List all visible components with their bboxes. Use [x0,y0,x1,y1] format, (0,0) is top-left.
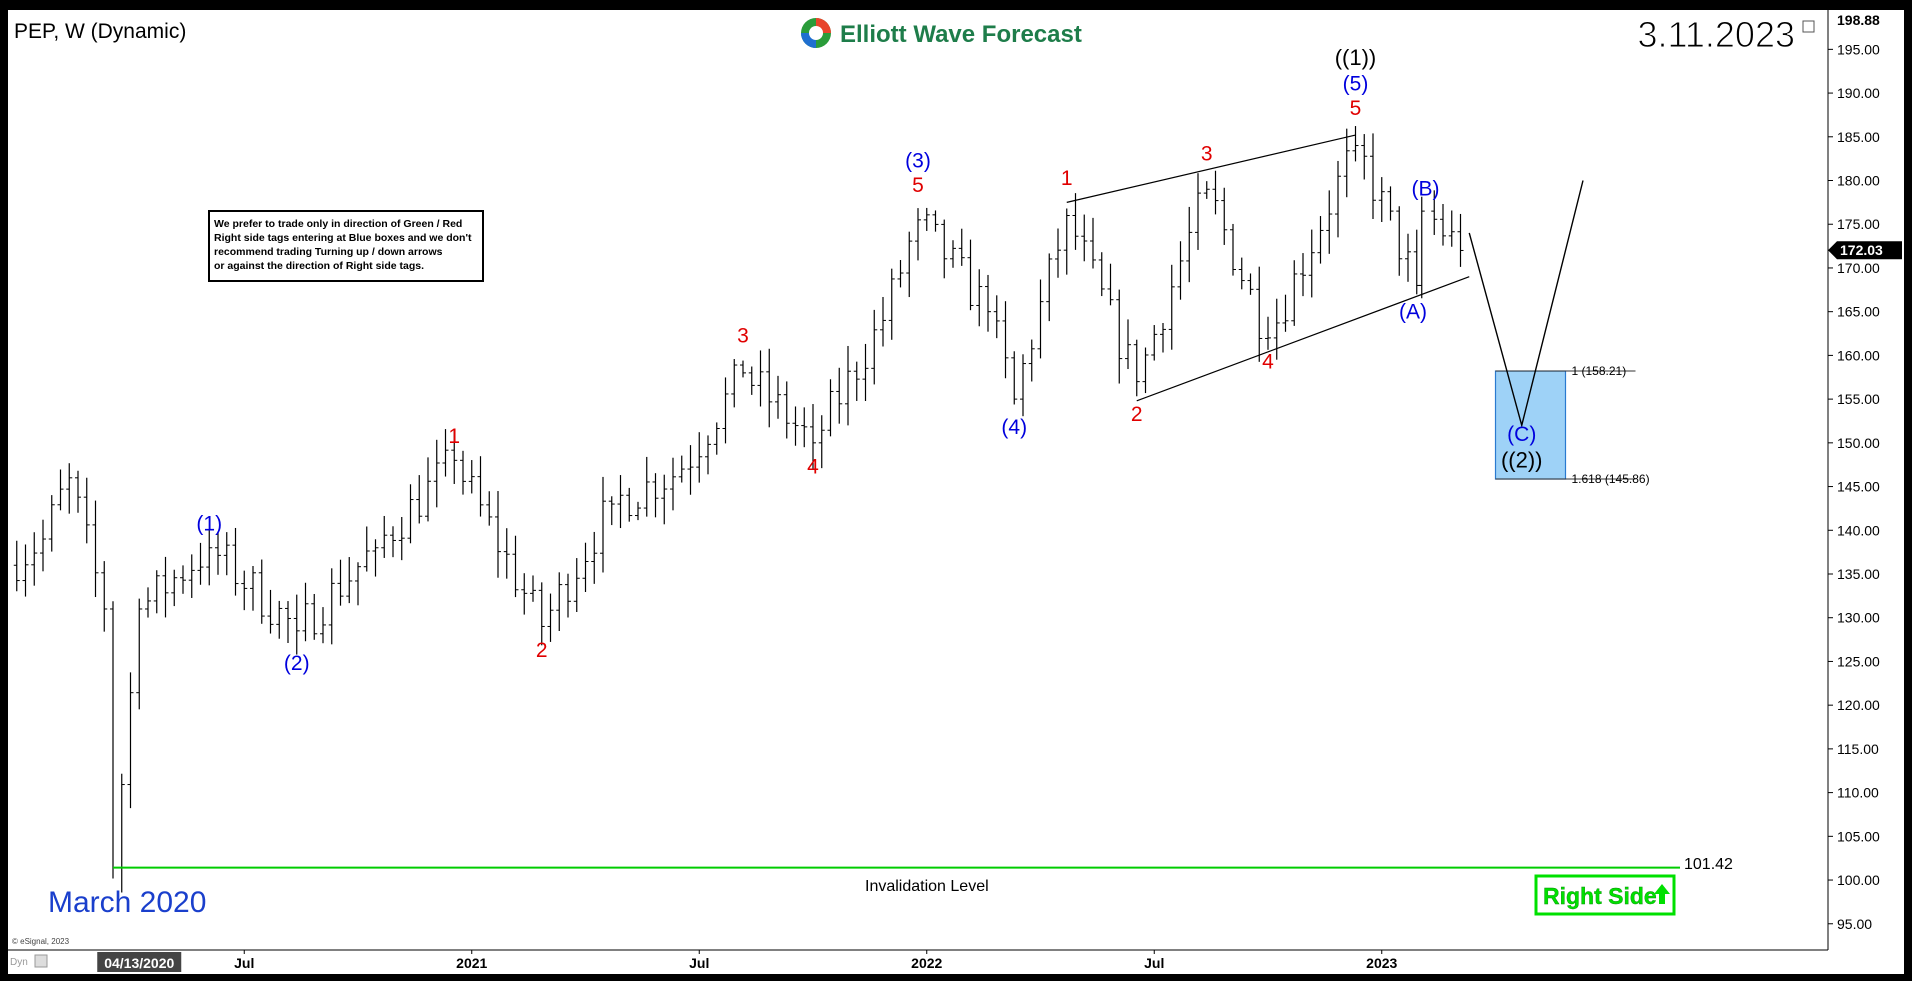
invalidation-value: 101.42 [1684,856,1733,873]
wave-label: (C) [1507,423,1536,446]
y-tick-label: 175.00 [1837,216,1880,232]
x-tick-label: Jul [1144,955,1164,971]
y-tick-label: 185.00 [1837,129,1880,145]
wave-labels: (1)(2)12345(3)(4)12345(5)((1))(B)(A)(C)(… [196,45,1542,675]
invalidation-label: Invalidation Level [865,878,989,895]
y-tick-label: 145.00 [1837,479,1880,495]
y-tick-label: 95.00 [1837,916,1872,932]
ohlc-bars [13,126,1464,893]
wave-label: ((2)) [1501,447,1543,472]
symbol-title: PEP, W (Dynamic) [14,20,186,43]
note-line-4: or against the direction of Right side t… [214,260,424,272]
wave-label: (5) [1343,72,1369,95]
y-axis-ticks: 95.00 100.00 105.00 110.00 115.00 120.00 125.0… [1828,11,1902,932]
wave-overlays: 1 (158.21) 1.618 (145.86) [113,134,1680,869]
y-tick-label: 190.00 [1837,85,1880,101]
last-price-label: 172.03 [1840,242,1883,258]
trading-note: We prefer to trade only in direction of … [208,210,484,282]
y-tick-label: 110.00 [1837,785,1879,801]
copyright: © eSignal, 2023 [12,937,70,946]
top-price-box [1830,11,1902,28]
restore-window-icon[interactable] [1802,20,1815,33]
wave-label: ((1)) [1335,45,1377,70]
wave-label: 5 [912,174,924,197]
y-tick-label: 135.00 [1837,566,1880,582]
note-line-1: We prefer to trade only in direction of … [214,218,462,230]
last-price-box [1828,241,1902,260]
march-2020-label: March 2020 [48,886,206,919]
wave-label: (4) [1001,416,1027,439]
top-price-label: 198.88 [1837,12,1880,28]
y-tick-label: 155.00 [1837,391,1880,407]
y-tick-label: 180.00 [1837,173,1880,189]
plot-area [8,10,1828,950]
right-side-tag[interactable]: Right Side [1534,874,1676,916]
x-tick-label: Jul [689,955,709,971]
x-axis-ticks: 04/13/2020 Jul 2021 Jul 2022 Jul 2023 [97,950,1398,972]
wave-label: (2) [284,652,310,675]
y-tick-label: 115.00 [1837,741,1879,757]
x-tick-label: 2022 [911,955,942,971]
wave-label: (B) [1412,177,1440,200]
y-tick-label: 140.00 [1837,522,1880,538]
x-tick-highlight [97,952,182,972]
wave-label: 2 [1131,403,1143,426]
y-tick-label: 120.00 [1837,697,1880,713]
wave-label: 1 [1061,167,1073,190]
wedge-line [1136,276,1470,402]
brand-name: Elliott Wave Forecast [840,21,1082,48]
price-axis-panel [1828,10,1904,950]
wave-label: 5 [1350,97,1362,120]
wave-label: 1 [448,425,460,448]
calendar-icon[interactable] [34,954,48,968]
wave-label: (A) [1399,301,1427,324]
chart-date: 3.11.2023 [1638,14,1795,55]
wave-label: (1) [196,512,222,535]
fib-label: 1 (158.21) [1572,364,1627,378]
wave-label: 3 [1201,142,1213,165]
brand-logo: Elliott Wave Forecast [801,18,1082,48]
note-line-2: Right side tags entering at Blue boxes a… [214,232,472,244]
y-tick-label: 170.00 [1837,260,1880,276]
y-tick-label: 150.00 [1837,435,1880,451]
right-side-box [1534,874,1676,916]
y-tick-label: 105.00 [1837,828,1880,844]
dyn-label: Dyn [10,957,28,968]
fib-label: 1.618 (145.86) [1572,472,1650,486]
y-tick-label: 125.00 [1837,653,1880,669]
right-side-label: Right Side [1543,883,1657,909]
date-axis-panel [8,950,1904,974]
wave-label: 3 [737,324,749,347]
y-tick-label: 160.00 [1837,347,1880,363]
wedge-line [1066,134,1356,203]
wave-label: 4 [807,455,819,478]
y-tick-label: 130.00 [1837,610,1880,626]
y-tick-label: 100.00 [1837,872,1880,888]
x-tick-label: 2023 [1366,955,1397,971]
note-line-3: recommend trading Turning up / down arro… [214,246,443,258]
wave-label: 4 [1262,351,1274,374]
wave-label: (3) [905,149,931,172]
x-tick-label: Jul [234,955,254,971]
wave-label: 2 [536,639,548,662]
x-tick-label: 04/13/2020 [104,955,174,971]
y-tick-label: 195.00 [1837,41,1880,57]
note-box [208,210,484,282]
projection-path [1468,180,1584,429]
x-tick-label: 2021 [456,955,487,971]
y-tick-label: 165.00 [1837,304,1880,320]
up-arrow-icon [1654,884,1670,904]
